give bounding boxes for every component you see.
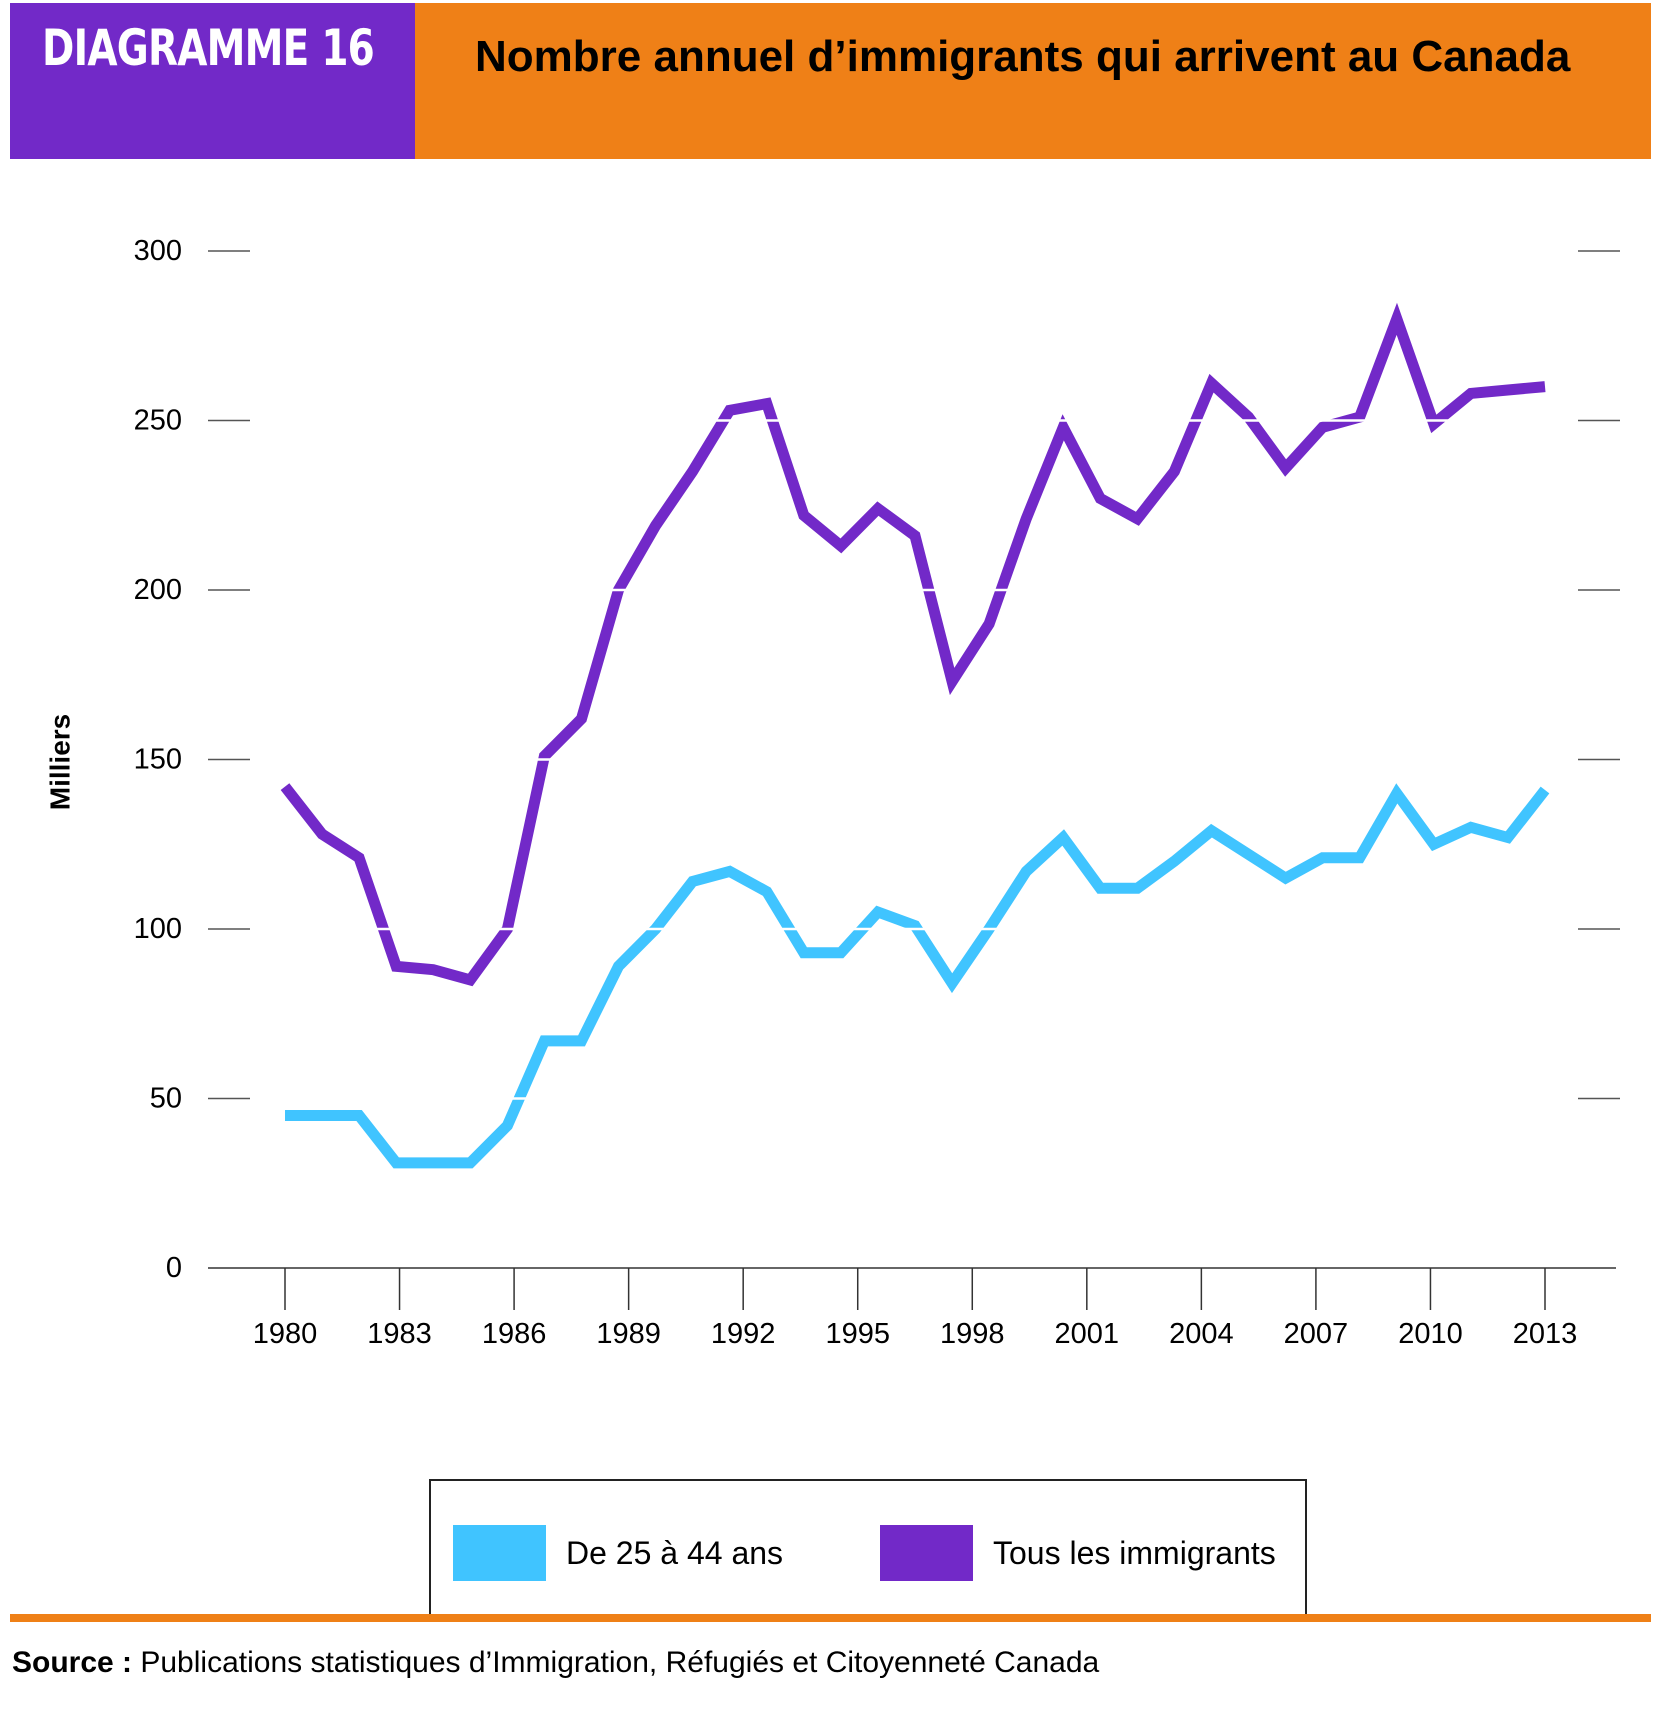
series-lines bbox=[250, 249, 1578, 1169]
legend-label-25-44: De 25 à 44 ans bbox=[566, 1534, 784, 1571]
y-tick-label: 0 bbox=[166, 1252, 182, 1284]
x-tick-label: 1986 bbox=[482, 1318, 547, 1350]
y-axis: 0 50 100 150 200 250 300 bbox=[134, 235, 1620, 1284]
legend-item-all: Tous les immigrants bbox=[880, 1525, 1276, 1581]
legend-label-all: Tous les immigrants bbox=[993, 1534, 1276, 1571]
legend-swatch-all bbox=[880, 1525, 973, 1581]
source-note: Source : Publications statistiques d’Imm… bbox=[12, 1646, 1099, 1680]
source-text: Publications statistiques d’Immigration,… bbox=[132, 1646, 1100, 1679]
y-tick-label: 100 bbox=[134, 913, 182, 945]
y-tick-label: 300 bbox=[134, 235, 182, 267]
x-tick-label: 2007 bbox=[1284, 1318, 1349, 1350]
x-tick-label: 1995 bbox=[825, 1318, 890, 1350]
x-tick-label: 1989 bbox=[596, 1318, 661, 1350]
x-tick-label: 1983 bbox=[367, 1318, 432, 1350]
x-axis: 1980 1983 1986 1989 1992 1995 1998 2001 2004 2007… bbox=[208, 1267, 1616, 1350]
legend: De 25 à 44 ans Tous les immigrants bbox=[429, 1479, 1307, 1617]
y-tick-label: 50 bbox=[150, 1083, 182, 1115]
footer-rule bbox=[10, 1614, 1651, 1622]
legend-item-25-44: De 25 à 44 ans bbox=[453, 1525, 783, 1581]
series-line-all-immigrants bbox=[280, 302, 1546, 987]
source-label: Source : bbox=[12, 1646, 133, 1679]
x-tick-label: 1980 bbox=[253, 1318, 318, 1350]
x-tick-label: 1998 bbox=[940, 1318, 1005, 1350]
x-tick-label: 2004 bbox=[1169, 1318, 1234, 1350]
y-tick-label: 200 bbox=[134, 574, 182, 606]
x-tick-label: 2001 bbox=[1055, 1318, 1120, 1350]
legend-swatch-25-44 bbox=[453, 1525, 546, 1581]
y-tick-label: 150 bbox=[134, 744, 182, 776]
x-tick-label: 2013 bbox=[1513, 1318, 1578, 1350]
chart-title: Nombre annuel d’immigrants qui arrivent … bbox=[475, 32, 1571, 81]
x-tick-label: 2010 bbox=[1398, 1318, 1463, 1350]
y-axis-label: Milliers bbox=[45, 714, 76, 810]
title-banner: Nombre annuel d’immigrants qui arrivent … bbox=[415, 3, 1651, 159]
y-tick-label: 250 bbox=[134, 405, 182, 437]
diagram-number: DIAGRAMME 16 bbox=[42, 19, 375, 77]
diagram-number-banner: DIAGRAMME 16 bbox=[10, 3, 415, 159]
x-tick-label: 1992 bbox=[711, 1318, 776, 1350]
